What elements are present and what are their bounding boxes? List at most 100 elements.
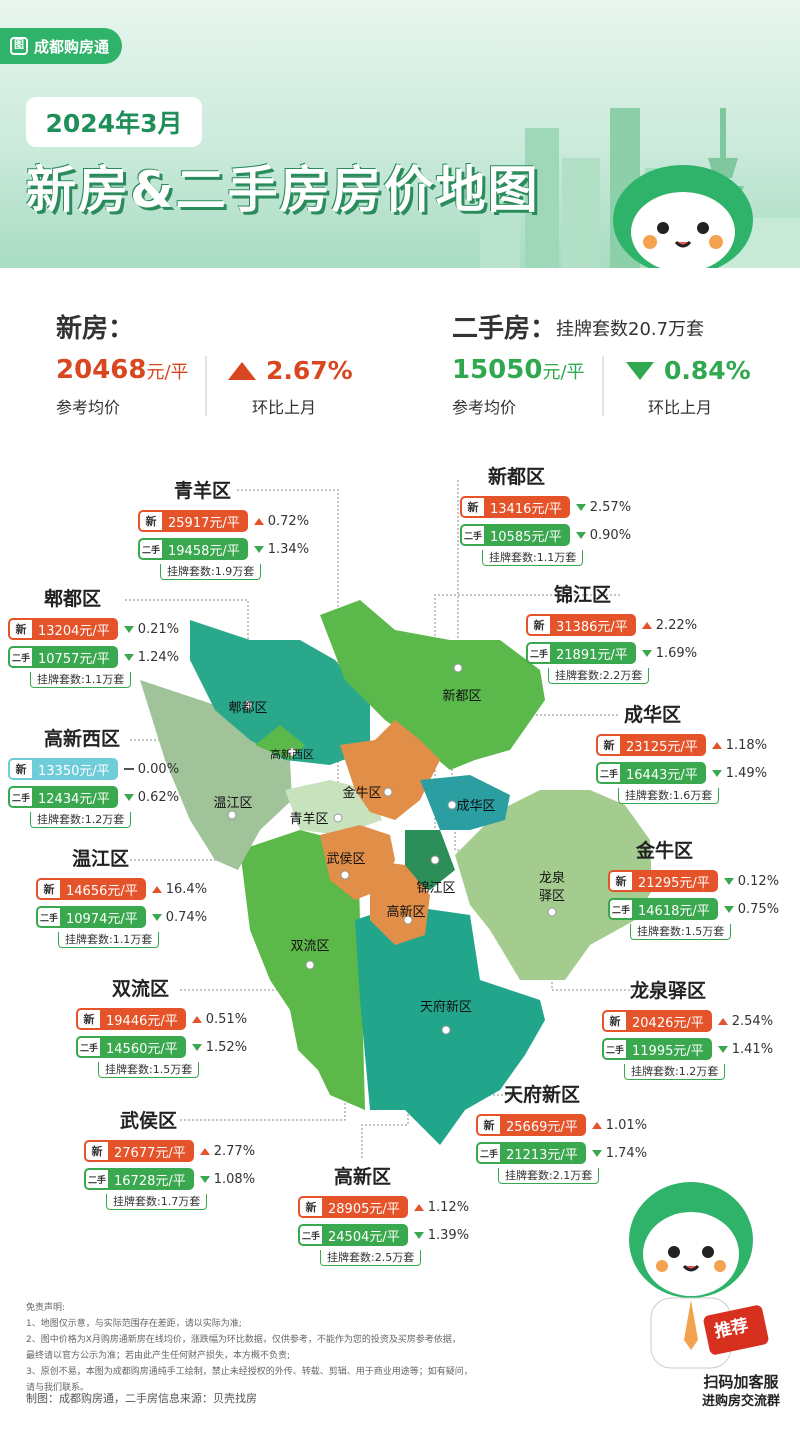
second-price: 21213元/平 bbox=[506, 1147, 578, 1163]
second-price: 16443元/平 bbox=[626, 767, 698, 783]
second-price-tag: 二手 21213元/平 bbox=[476, 1142, 586, 1164]
second-change-value: 1.41% bbox=[731, 1041, 774, 1057]
promo-text[interactable]: 扫码加客服 进购房交流群 bbox=[702, 1372, 780, 1412]
page-title: 新房&二手房房价地图 bbox=[26, 161, 540, 219]
second-price-row: 二手 14560元/平 1.52% bbox=[76, 1036, 336, 1058]
new-change: 2.57% bbox=[575, 500, 631, 515]
second-change-value: 0.84% bbox=[664, 356, 751, 385]
new-change: 0.51% bbox=[191, 1012, 247, 1027]
up-arrow-icon bbox=[253, 517, 264, 525]
new-price-unit: 元/平 bbox=[146, 362, 189, 383]
district-name: 金牛区 bbox=[636, 840, 694, 862]
second-price-tag: 二手 16728元/平 bbox=[84, 1168, 194, 1190]
report-date: 2024年3月 bbox=[26, 97, 202, 147]
new-price-tag: 新 23125元/平 bbox=[596, 734, 706, 756]
new-badge: 新 bbox=[478, 1116, 500, 1134]
second-price-tag: 二手 14618元/平 bbox=[608, 898, 718, 920]
listing-count: 挂牌套数:2.5万套 bbox=[320, 1250, 422, 1266]
new-change-value: 2.77% bbox=[213, 1143, 256, 1159]
listing-count: 挂牌套数:1.5万套 bbox=[630, 924, 732, 940]
new-price-row: 新 13416元/平 2.57% bbox=[460, 496, 720, 518]
map-label-wenjiang: 温江区 bbox=[213, 796, 252, 811]
down-arrow-icon bbox=[575, 531, 586, 539]
new-price-row: 新 21295元/平 0.12% bbox=[608, 870, 800, 892]
new-change-value: 0.72% bbox=[267, 513, 310, 529]
listing-count: 挂牌套数:1.1万套 bbox=[482, 550, 584, 566]
new-price-tag: 新 27677元/平 bbox=[84, 1140, 194, 1162]
listing-count: 挂牌套数:1.5万套 bbox=[98, 1062, 200, 1078]
new-badge: 新 bbox=[300, 1198, 322, 1216]
second-change-value: 0.90% bbox=[589, 527, 632, 543]
new-badge: 新 bbox=[38, 880, 60, 898]
down-arrow-icon bbox=[191, 1043, 202, 1051]
map-label-longquan-1: 龙泉 bbox=[539, 870, 565, 886]
second-change: 1.34% bbox=[253, 542, 309, 557]
disclaimer-item: 最终请以官方公示为准；若由此产生任何财产损失，本方概不负责; bbox=[26, 1351, 291, 1361]
second-price: 24504元/平 bbox=[328, 1229, 400, 1245]
new-change: 0.72% bbox=[253, 513, 310, 529]
new-price-row: 新 25669元/平 1.01% bbox=[476, 1114, 736, 1136]
second-price-tag: 二手 10585元/平 bbox=[460, 524, 570, 546]
second-change: 1.39% bbox=[413, 1228, 469, 1243]
down-arrow-icon bbox=[151, 913, 162, 921]
new-badge: 新 bbox=[78, 1010, 100, 1028]
new-price-tag: 新 14656元/平 bbox=[36, 878, 146, 900]
new-price: 28905元/平 bbox=[328, 1201, 400, 1217]
district-card-chenghua: 成华区新 23125元/平 1.18% 二手 16443元/平 1.49% 挂牌套数:1.6… bbox=[596, 702, 800, 804]
district-card-longquan: 龙泉驿区新 20426元/平 2.54% 二手 11995元/平 1.41% 挂牌套数:1.… bbox=[602, 978, 800, 1080]
map-label-xindu: 新都区 bbox=[442, 688, 481, 704]
second-change-value: 1.49% bbox=[725, 765, 768, 781]
second-house-change: 0.84% bbox=[626, 356, 751, 385]
new-price-row: 新 20426元/平 2.54% bbox=[602, 1010, 800, 1032]
new-price: 13416元/平 bbox=[490, 501, 562, 517]
new-house-avg-price: 20468元/平 bbox=[56, 355, 189, 385]
brand-logo: 图 成都购房通 bbox=[0, 28, 122, 64]
district-card-gaoxinxi: 高新西区新 13350元/平 0.00% 二手 12434元/平 0.62% 挂牌套数:1.… bbox=[8, 726, 268, 828]
new-price-hint: 参考均价 bbox=[56, 398, 121, 417]
second-change: 0.62% bbox=[123, 790, 179, 805]
new-price-row: 新 13350元/平 0.00% bbox=[8, 758, 268, 780]
new-badge: 新 bbox=[462, 498, 484, 516]
new-price-row: 新 14656元/平 16.4% bbox=[36, 878, 296, 900]
down-arrow-icon bbox=[723, 905, 734, 913]
second-change: 1.49% bbox=[711, 765, 768, 781]
second-badge: 二手 bbox=[598, 764, 620, 782]
district-card-qingyang: 青羊区新 25917元/平 0.72% 二手 19458元/平 1.34% 挂牌套数:1.9… bbox=[138, 478, 398, 580]
summary-divider-2 bbox=[602, 356, 604, 416]
second-change: 1.69% bbox=[641, 646, 697, 661]
second-change: 1.41% bbox=[717, 1041, 774, 1057]
down-arrow-icon bbox=[253, 545, 264, 553]
new-change: 1.01% bbox=[591, 1117, 648, 1133]
second-price-tag: 二手 10974元/平 bbox=[36, 906, 146, 928]
second-price-row: 二手 21213元/平 1.74% bbox=[476, 1142, 736, 1164]
summary-divider bbox=[205, 356, 207, 416]
new-change: 2.77% bbox=[199, 1143, 256, 1159]
second-price-tag: 二手 10757元/平 bbox=[8, 646, 118, 668]
district-name: 高新区 bbox=[334, 1166, 392, 1188]
new-badge: 新 bbox=[604, 1012, 626, 1030]
listing-count: 挂牌套数:1.6万套 bbox=[618, 788, 720, 804]
up-arrow-icon bbox=[711, 741, 722, 749]
flat-dash-icon bbox=[123, 768, 134, 770]
mascot-body-icon bbox=[629, 1182, 769, 1369]
new-change-value: 0.21% bbox=[137, 621, 180, 637]
second-badge: 二手 bbox=[10, 648, 32, 666]
district-card-wenjiang: 温江区新 14656元/平 16.4% 二手 10974元/平 0.74% 挂牌套数:1.1… bbox=[36, 846, 296, 948]
second-house-label: 二手房： bbox=[452, 314, 557, 344]
new-change: 1.12% bbox=[413, 1200, 469, 1215]
district-name: 青羊区 bbox=[174, 480, 232, 502]
down-arrow-icon bbox=[199, 1175, 210, 1183]
second-badge: 二手 bbox=[528, 644, 550, 662]
second-change-value: 1.74% bbox=[605, 1145, 648, 1161]
second-house-avg-price: 15050元/平 bbox=[452, 355, 585, 385]
region-xindu bbox=[320, 600, 545, 770]
second-change-value: 0.74% bbox=[165, 909, 208, 925]
new-change-value: 0.12% bbox=[737, 873, 780, 889]
second-price-row: 二手 14618元/平 0.75% bbox=[608, 898, 800, 920]
district-name: 双流区 bbox=[112, 978, 170, 1000]
new-change: 0.00% bbox=[123, 762, 179, 777]
new-price-tag: 新 31386元/平 bbox=[526, 614, 636, 636]
second-badge: 二手 bbox=[604, 1040, 626, 1058]
new-change-value: 1.01% bbox=[605, 1117, 648, 1133]
second-price: 14560元/平 bbox=[106, 1041, 178, 1057]
